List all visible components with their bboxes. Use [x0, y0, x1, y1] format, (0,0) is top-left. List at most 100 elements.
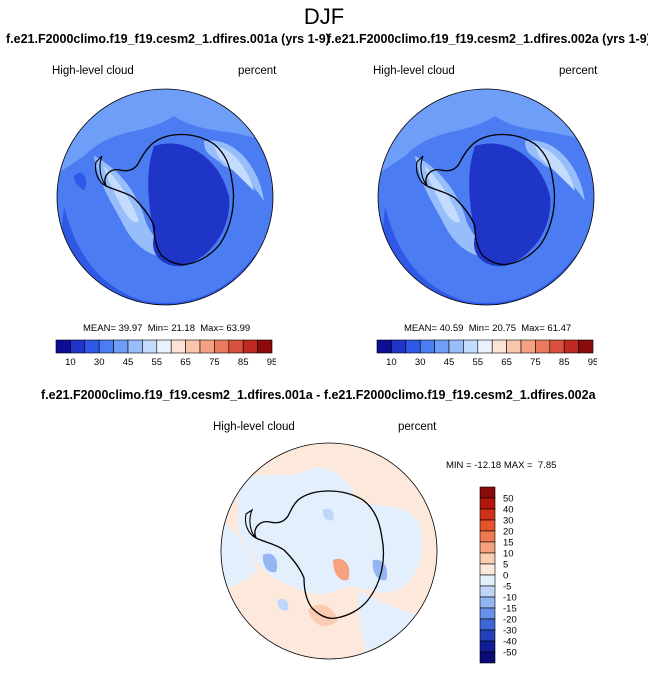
panel-3-colorbar-tick-label: 20: [503, 527, 514, 538]
panel-3-colorbar-tick-label: -10: [503, 593, 517, 604]
panel-2-colorbar-swatch: [549, 339, 565, 354]
panel-2-colorbar-tick-label: 65: [501, 357, 512, 368]
panel-2-min-value: 20.75: [492, 323, 516, 334]
panel-3-colorbar-tick-label: 50: [503, 494, 514, 505]
panel-3-colorbar-swatch: [479, 530, 496, 543]
panel-3-colorbar-tick-label: 40: [503, 505, 514, 516]
panel-3-colorbar-tick-label: 30: [503, 516, 514, 527]
panel-2-colorbar-tick-label: 75: [530, 357, 541, 368]
panel-3-stats: MIN = -12.18 MAX = 7.85: [446, 460, 556, 471]
panel-3-colorbar-swatch: [479, 596, 496, 609]
panel-3-colorbar-swatch: [479, 508, 496, 521]
panel-2-colorbar-tick-label: 95: [588, 357, 597, 368]
panel-3-colorbar-swatch: [479, 651, 496, 664]
panel-1-units-label: percent: [238, 65, 277, 77]
panel-2-colorbar-swatch: [520, 339, 536, 354]
panel-3-colorbar-swatch: [479, 618, 496, 631]
panel-1-colorbar-swatch: [156, 339, 172, 354]
panel-1-colorbar-swatch: [257, 339, 273, 354]
panel-3-colorbar-tick-label: 0: [503, 571, 508, 582]
panel-3-colorbar-tick-label: -5: [503, 582, 511, 593]
panel-3-colorbar-tick-label: 5: [503, 560, 508, 571]
panel-1-colorbar-tick-label: 85: [238, 357, 249, 368]
panel-2-colorbar-tick-label: 85: [559, 357, 570, 368]
panel-3-colorbar-tick-label: 15: [503, 538, 514, 549]
panel-3-colorbar-swatch: [479, 640, 496, 653]
panel-2-colorbar-swatch: [491, 339, 507, 354]
panel-1-colorbar-tick-label: 30: [94, 357, 105, 368]
panel-2-colorbar-swatch: [376, 339, 392, 354]
panel-1-stats: MEAN= 39.97 Min= 21.18 Max= 63.99: [83, 323, 250, 334]
panel-3-units-label: percent: [398, 421, 437, 433]
panel-1-colorbar-tick-label: 75: [209, 357, 220, 368]
panel-3-min-value: -12.18: [474, 460, 502, 471]
panel-3-min-label: MIN =: [446, 460, 472, 471]
panel-2-max-label: Max=: [521, 323, 545, 334]
panel-1-colorbar-swatch: [70, 339, 86, 354]
panel-2-colorbar: 10 30 45 55 65 75 85 95: [376, 339, 597, 368]
panel-2-min-label: Min=: [468, 323, 490, 334]
panel-1-colorbar-swatch: [55, 339, 71, 354]
panel-2-stats: MEAN= 40.59 Min= 20.75 Max= 61.47: [404, 323, 571, 334]
panel-1-min-value: 21.18: [171, 323, 195, 334]
panel-3-colorbar-swatch: [479, 486, 496, 499]
panel-2-colorbar-swatch: [563, 339, 579, 354]
panel-3-colorbar-tick-label: -15: [503, 604, 517, 615]
panel-2-mean-value: 40.59: [439, 323, 464, 334]
panel-3-colorbar-swatch: [479, 497, 496, 510]
panel-2-title: f.e21.F2000climo.f19_f19.cesm2_1.dfires.…: [327, 32, 648, 46]
panel-3-max-label: MAX =: [503, 460, 533, 471]
panel-1-max-label: Max=: [200, 323, 224, 334]
panel-2-max-value: 61.47: [547, 323, 572, 334]
panel-2-colorbar-tick-label: 45: [444, 357, 455, 368]
panel-3-colorbar-swatch: [479, 541, 496, 554]
panel-2-colorbar-swatch: [578, 339, 594, 354]
panel-2-polar-map: [377, 88, 595, 306]
panel-1-colorbar-tick-label: 65: [180, 357, 191, 368]
panel-1-colorbar-tick-label: 45: [123, 357, 134, 368]
panel-2-colorbar-swatch: [506, 339, 522, 354]
panel-1-colorbar-swatch: [98, 339, 114, 354]
panel-2-colorbar-tick-label: 30: [415, 357, 426, 368]
panel-1-colorbar-swatch: [185, 339, 201, 354]
panel-3-colorbar-tick-label: -40: [503, 637, 517, 648]
panel-2-colorbar-swatch: [477, 339, 493, 354]
panel-3-colorbar-tick-label: 10: [503, 549, 514, 560]
panel-2-colorbar-swatch: [419, 339, 435, 354]
panel-2-variable-label: High-level cloud: [373, 65, 455, 77]
panel-1-colorbar-tick-label: 95: [267, 357, 276, 368]
panel-3-colorbar-swatch: [479, 629, 496, 642]
panel-1-mean-label: MEAN=: [83, 323, 116, 334]
panel-1-colorbar-swatch: [228, 339, 244, 354]
panel-3-colorbar-tick-label: -30: [503, 626, 517, 637]
panel-1-colorbar-swatch: [242, 339, 258, 354]
panel-1-polar-map: [56, 88, 274, 306]
panel-1-colorbar-swatch: [199, 339, 215, 354]
panel-3-variable-label: High-level cloud: [213, 421, 295, 433]
panel-1-mean-value: 39.97: [118, 323, 143, 334]
panel-2-colorbar-swatch: [434, 339, 450, 354]
panel-3-colorbar-swatch: [479, 607, 496, 620]
panel-2-colorbar-swatch: [448, 339, 464, 354]
panel-2-mean-label: MEAN=: [404, 323, 437, 334]
panel-1-max-value: 63.99: [226, 323, 251, 334]
panel-3-colorbar-swatch: [479, 574, 496, 587]
panel-3-max-value: 7.85: [537, 460, 557, 471]
panel-3-title: f.e21.F2000climo.f19_f19.cesm2_1.dfires.…: [41, 388, 596, 402]
panel-2-colorbar-swatch: [463, 339, 479, 354]
panel-1-min-label: Min=: [147, 323, 169, 334]
panel-1-colorbar: 10 30 45 55 65 75 85 95: [55, 339, 276, 368]
panel-2-colorbar-swatch: [535, 339, 551, 354]
panel-1-colorbar-swatch: [214, 339, 230, 354]
panel-1-colorbar-swatch: [113, 339, 129, 354]
panel-2-units-label: percent: [559, 65, 598, 77]
panel-3-colorbar-swatch: [479, 552, 496, 565]
panel-2-colorbar-swatch: [391, 339, 407, 354]
panel-1-variable-label: High-level cloud: [52, 65, 134, 77]
figure-title: DJF: [303, 4, 345, 29]
panel-2-colorbar-swatch: [405, 339, 421, 354]
panel-1-colorbar-tick-label: 10: [65, 357, 76, 368]
panel-3-colorbar-swatch: [479, 563, 496, 576]
panel-1-colorbar-tick-label: 55: [152, 357, 163, 368]
